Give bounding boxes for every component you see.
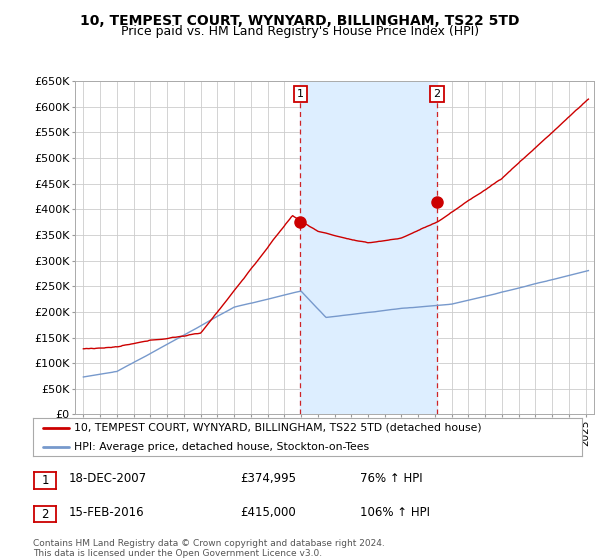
Text: 106% ↑ HPI: 106% ↑ HPI — [360, 506, 430, 519]
Text: £374,995: £374,995 — [240, 472, 296, 486]
Text: 18-DEC-2007: 18-DEC-2007 — [69, 472, 147, 486]
Bar — [301, 81, 437, 414]
Text: 1: 1 — [41, 474, 49, 487]
Text: Price paid vs. HM Land Registry's House Price Index (HPI): Price paid vs. HM Land Registry's House … — [121, 25, 479, 38]
Text: 10, TEMPEST COURT, WYNYARD, BILLINGHAM, TS22 5TD (detached house): 10, TEMPEST COURT, WYNYARD, BILLINGHAM, … — [74, 423, 482, 433]
Text: Contains HM Land Registry data © Crown copyright and database right 2024.
This d: Contains HM Land Registry data © Crown c… — [33, 539, 385, 558]
Text: 15-FEB-2016: 15-FEB-2016 — [69, 506, 145, 519]
Text: 10, TEMPEST COURT, WYNYARD, BILLINGHAM, TS22 5TD: 10, TEMPEST COURT, WYNYARD, BILLINGHAM, … — [80, 14, 520, 28]
Text: 76% ↑ HPI: 76% ↑ HPI — [360, 472, 422, 486]
Text: HPI: Average price, detached house, Stockton-on-Tees: HPI: Average price, detached house, Stoc… — [74, 442, 370, 452]
Text: 2: 2 — [433, 89, 440, 99]
Text: £415,000: £415,000 — [240, 506, 296, 519]
Text: 2: 2 — [41, 507, 49, 521]
Text: 1: 1 — [297, 89, 304, 99]
